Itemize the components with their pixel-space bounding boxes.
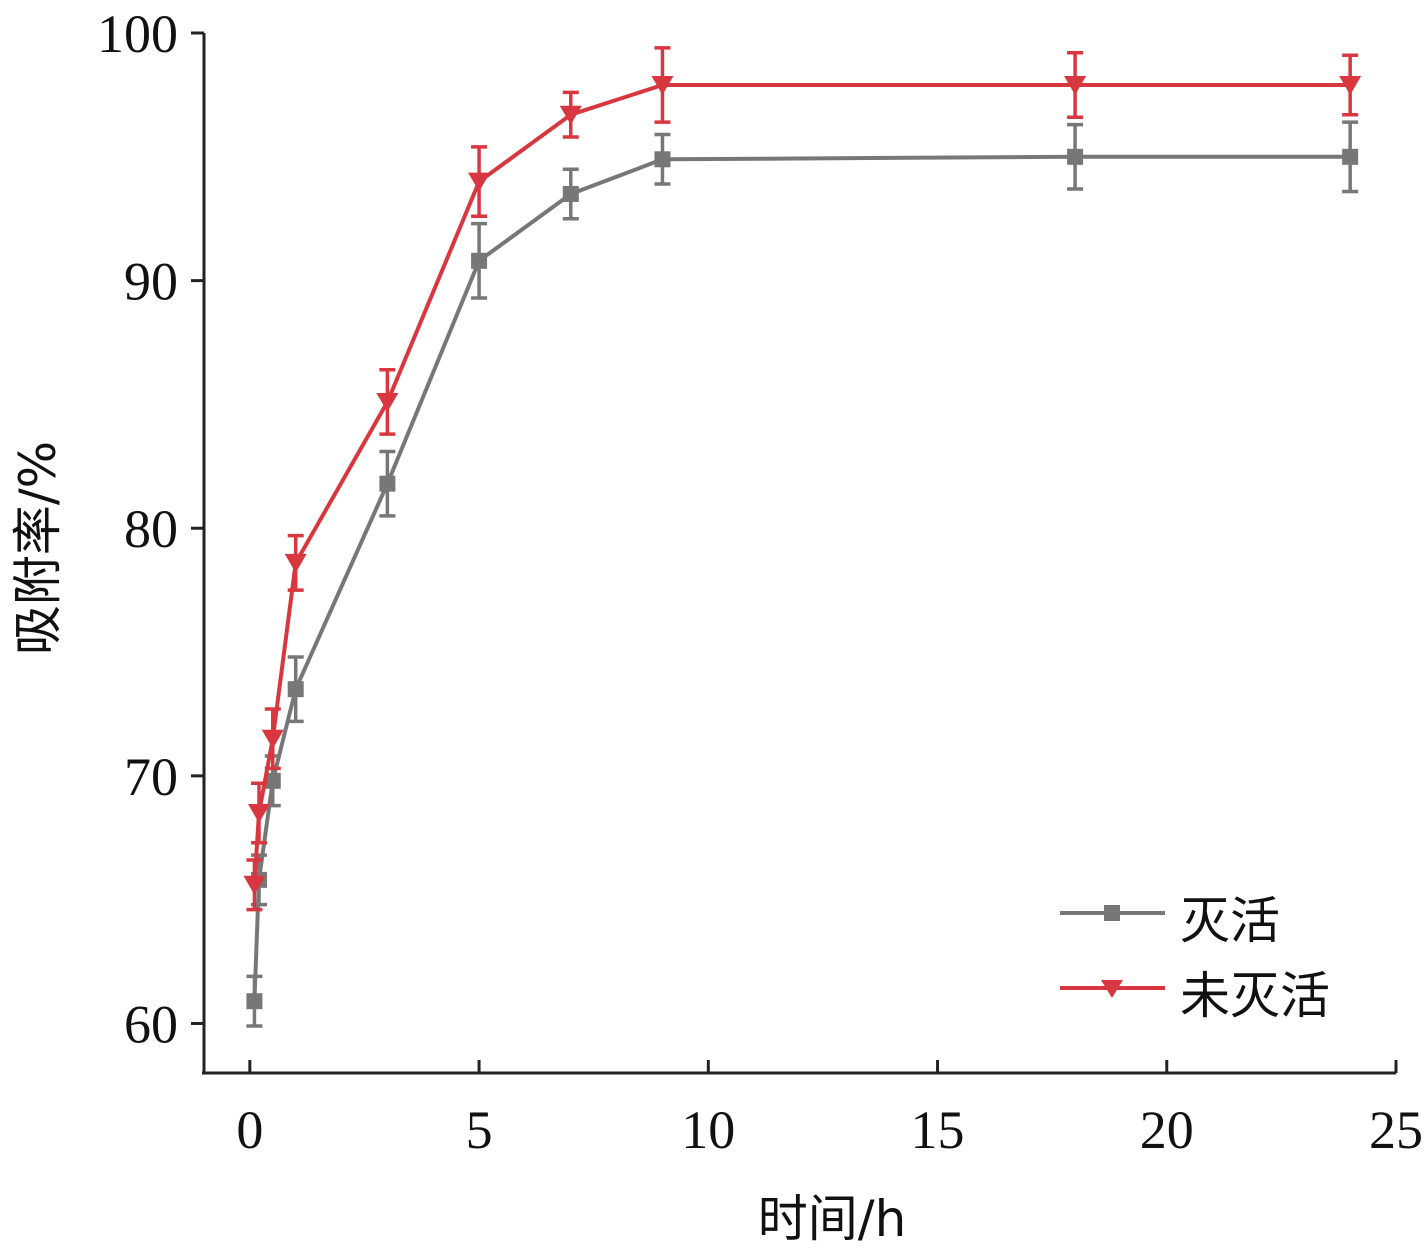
y-axis-title: 吸附率/% [9,441,67,655]
x-tick-label-15: 15 [911,1100,965,1160]
data-point-0-7 [654,151,671,168]
data-point-0-6 [562,185,579,202]
y-tick-label-100: 100 [97,4,178,64]
series-0 [246,120,1359,1028]
legend-marker-square [1104,905,1120,921]
x-tick-label-25: 25 [1369,1100,1423,1160]
data-point-1-2 [261,729,284,749]
data-point-0-9 [1342,148,1359,165]
y-tick-label-70: 70 [124,747,178,807]
data-point-0-3 [287,681,304,698]
series-line-0 [252,154,1351,1002]
data-point-0-8 [1067,148,1084,165]
data-point-1-0 [243,875,266,895]
data-point-1-7 [651,76,674,95]
y-tick-label-90: 90 [124,252,178,312]
data-point-1-6 [559,105,582,125]
data-point-0-5 [471,252,488,269]
data-point-1-3 [284,553,307,573]
data-point-1-1 [248,804,271,823]
data-point-0-4 [379,475,396,492]
legend-label-inactivated: 灭活 [1180,892,1280,950]
legend-marker-triangle [1101,980,1123,998]
y-ticks: 60 70 80 90 100 [97,4,204,1054]
data-point-1-5 [468,172,491,192]
data-point-0-2 [264,772,281,789]
legend-item-inactivated: 灭活 [1060,892,1280,950]
axes: 60 70 80 90 100 0 5 10 15 20 25 [97,4,1423,1160]
y-tick-label-60: 60 [124,994,178,1054]
data-point-0-0 [246,993,263,1010]
data-point-1-9 [1339,76,1362,95]
x-tick-label-10: 10 [681,1100,735,1160]
data-point-1-4 [376,392,399,412]
x-tick-label-20: 20 [1140,1100,1194,1160]
x-tick-label-5: 5 [466,1100,493,1160]
series-line-1 [252,83,1351,885]
legend-label-not-inactivated: 未灭活 [1180,967,1330,1025]
legend-item-not-inactivated: 未灭活 [1060,967,1330,1025]
x-ticks: 0 5 10 15 20 25 [236,1060,1423,1160]
y-tick-label-80: 80 [124,499,178,559]
series-layer [243,46,1362,1028]
x-tick-label-0: 0 [236,1100,263,1160]
x-axis-title: 时间/h [758,1190,907,1248]
legend: 灭活 未灭活 [1060,892,1330,1025]
data-point-1-8 [1064,76,1087,95]
series-1 [243,46,1362,912]
